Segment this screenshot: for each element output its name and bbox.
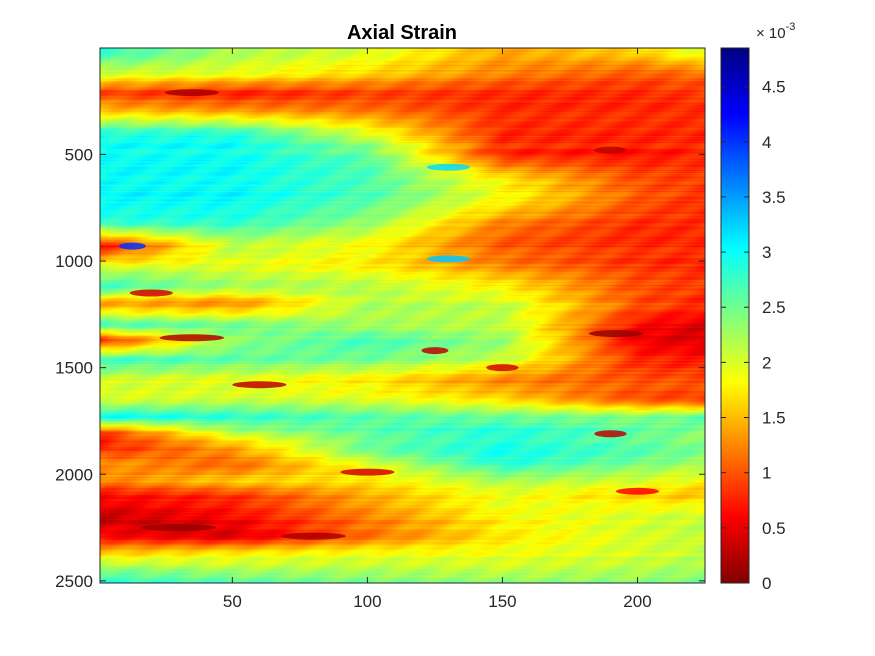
hotspot-8 bbox=[421, 347, 449, 355]
hotspot-11 bbox=[594, 430, 627, 438]
hotspot-12 bbox=[340, 468, 395, 476]
hotspot-9 bbox=[232, 381, 287, 389]
hotspot-10 bbox=[486, 364, 519, 372]
colorbar-multiplier-exponent: -3 bbox=[786, 21, 796, 33]
x-tick-label-3: 200 bbox=[623, 592, 651, 611]
hotspot-15 bbox=[280, 532, 346, 540]
colorbar-ticks: 0 0.5 1 1.5 2 2.5 3 3.5 4 4.5 bbox=[721, 78, 786, 593]
hotspot-0 bbox=[164, 89, 219, 97]
x-tick-label-1: 100 bbox=[353, 592, 381, 611]
y-tick-label-2: 1500 bbox=[55, 359, 93, 378]
colorbar-bar bbox=[720, 47, 750, 584]
x-axis: 50 100 150 200 bbox=[223, 48, 652, 611]
colorbar-tick-label-6: 3 bbox=[762, 243, 771, 262]
heatmap-image bbox=[100, 48, 705, 583]
colorbar-tick-label-3: 1.5 bbox=[762, 409, 786, 428]
y-tick-label-0: 500 bbox=[65, 145, 93, 164]
colorbar-multiplier-base: × 10 bbox=[756, 25, 786, 42]
hotspot-14 bbox=[140, 524, 217, 532]
colorbar-tick-label-1: 0.5 bbox=[762, 519, 786, 538]
colorbar-multiplier: × 10-3 bbox=[756, 21, 795, 42]
colorbar-tick-label-4: 2 bbox=[762, 353, 771, 372]
hotspot-layer bbox=[118, 89, 660, 540]
colorbar-tick-label-5: 2.5 bbox=[762, 298, 786, 317]
hotspot-4 bbox=[426, 255, 471, 263]
colorbar-tick-label-2: 1 bbox=[762, 464, 771, 483]
hotspot-13 bbox=[615, 487, 660, 495]
colorbar-tick-label-9: 4.5 bbox=[762, 78, 786, 97]
heatmap bbox=[100, 48, 705, 583]
colorbar-tick-label-8: 4 bbox=[762, 133, 771, 152]
colorbar-tick-label-7: 3.5 bbox=[762, 188, 786, 207]
y-tick-label-1: 1000 bbox=[55, 252, 93, 271]
plot-frame bbox=[99, 47, 706, 584]
hotspot-7 bbox=[159, 334, 225, 342]
y-axis: 500 1000 1500 2000 2500 bbox=[55, 145, 705, 591]
colorbar-tick-label-0: 0 bbox=[762, 574, 771, 593]
hotspot-6 bbox=[588, 330, 643, 338]
chart-title: Axial Strain bbox=[347, 22, 457, 44]
x-tick-label-0: 50 bbox=[223, 592, 242, 611]
y-tick-label-4: 2500 bbox=[55, 572, 93, 591]
hotspot-3 bbox=[118, 242, 146, 250]
y-tick-label-3: 2000 bbox=[55, 465, 93, 484]
hotspot-2 bbox=[594, 146, 627, 154]
x-tick-label-2: 150 bbox=[488, 592, 516, 611]
hotspot-1 bbox=[426, 163, 471, 171]
colorbar: 0 0.5 1 1.5 2 2.5 3 3.5 4 4.5 × 10-3 bbox=[720, 21, 795, 593]
hotspot-5 bbox=[129, 289, 173, 297]
